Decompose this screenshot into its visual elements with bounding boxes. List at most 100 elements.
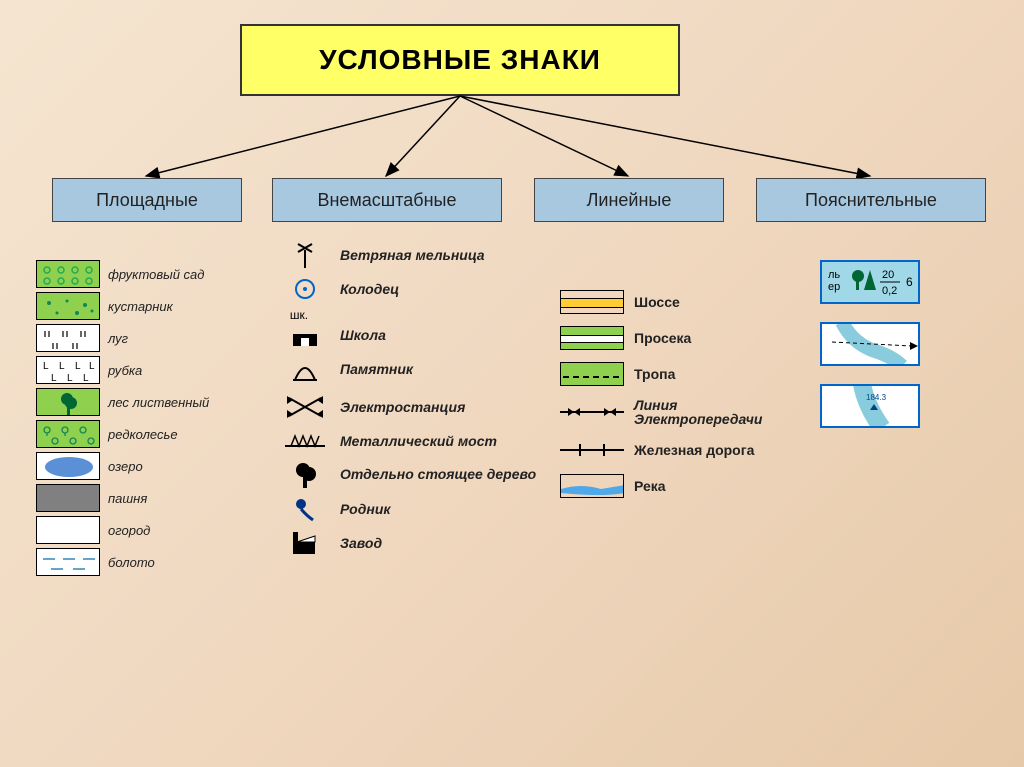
svg-text:6: 6 [906,275,913,289]
diagram-title: УСЛОВНЫЕ ЗНАКИ [240,24,680,96]
swatch-meadow [36,324,100,352]
point-row: Отдельно стоящее дерево [280,460,560,490]
svg-text:L: L [75,361,81,372]
svg-text:L: L [67,373,73,384]
explanatory-column: льер 20 0,2 6 184.3 [820,260,990,446]
line-row: Тропа [560,362,790,386]
area-label: луг [108,331,128,346]
swatch-sparse [36,420,100,448]
explanatory-map1 [820,322,920,366]
line-row: Река [560,474,790,498]
point-row: Завод [280,528,560,558]
point-row: Родник [280,494,560,524]
area-row: LLLLLLL рубка [36,356,246,384]
svg-text:20: 20 [882,269,894,281]
area-label: пашня [108,491,147,506]
point-label: Школа [340,327,386,343]
area-row: редколесье [36,420,246,448]
swatch-powerline [560,400,624,424]
swatch-bush [36,292,100,320]
swatch-orchard [36,260,100,288]
point-row: Металлический мост [280,426,560,456]
line-row: Железная дорога [560,438,790,462]
svg-text:ер: ер [828,281,840,293]
swatch-swamp [36,548,100,576]
bridge-icon [280,426,330,456]
point-column: Ветряная мельница Колодец шк. Школа Памя… [280,240,560,562]
swatch-plough [36,484,100,512]
area-row: озеро [36,452,246,480]
area-row: кустарник [36,292,246,320]
area-label: кустарник [108,299,173,314]
category-line: Линейные [534,178,724,222]
point-row: Колодец [280,274,560,304]
point-label: Электростанция [340,399,465,415]
area-label: болото [108,555,155,570]
factory-icon [280,528,330,558]
category-explanatory: Пояснительные [756,178,986,222]
area-row: фруктовый сад [36,260,246,288]
point-label: Колодец [340,281,399,297]
area-column: фруктовый сад кустарник луг LLLLLLL рубк… [36,260,246,580]
school-icon [280,320,330,350]
svg-text:L: L [83,373,89,384]
swatch-river [560,474,624,498]
line-label: Просека [634,330,691,346]
area-label: фруктовый сад [108,267,204,282]
line-column: Шоссе Просека Тропа Линия Электропередач… [560,290,790,502]
swatch-highway [560,290,624,314]
svg-text:L: L [51,373,57,384]
area-row: огород [36,516,246,544]
swatch-path [560,362,624,386]
area-label: озеро [108,459,143,474]
svg-text:L: L [59,361,65,372]
line-label: Тропа [634,366,675,382]
line-label: Линия Электропередачи [634,398,790,426]
power-icon [280,392,330,422]
swatch-forest [36,388,100,416]
point-label: Завод [340,535,382,551]
area-label: лес лиственный [108,395,209,410]
svg-text:184.3: 184.3 [866,393,887,402]
tree-icon [280,460,330,490]
line-label: Железная дорога [634,442,754,458]
explanatory-map2: 184.3 [820,384,920,428]
svg-text:ль: ль [828,269,840,281]
swatch-lake [36,452,100,480]
area-row: луг [36,324,246,352]
point-label: Металлический мост [340,433,497,449]
point-row: Школа [280,320,560,350]
swatch-railway [560,438,624,462]
swatch-garden [36,516,100,544]
explanatory-forest: льер 20 0,2 6 [820,260,920,304]
svg-text:L: L [89,361,95,372]
line-row: Шоссе [560,290,790,314]
point-row: Ветряная мельница [280,240,560,270]
line-row: Просека [560,326,790,350]
area-row: лес лиственный [36,388,246,416]
area-label: огород [108,523,150,538]
point-label: Отдельно стоящее дерево [340,467,536,482]
point-label: Ветряная мельница [340,247,485,263]
windmill-icon [280,240,330,270]
line-row: Линия Электропередачи [560,398,790,426]
well-icon [280,274,330,304]
area-row: болото [36,548,246,576]
spring-icon [280,494,330,524]
line-label: Река [634,478,666,494]
category-point: Внемасштабные [272,178,502,222]
svg-text:L: L [43,361,49,372]
monument-icon [280,354,330,384]
svg-text:0,2: 0,2 [882,285,897,297]
point-row: Электростанция [280,392,560,422]
area-row: пашня [36,484,246,512]
line-label: Шоссе [634,294,680,310]
swatch-clearing [560,326,624,350]
area-label: редколесье [108,427,178,442]
point-label: Родник [340,501,390,517]
swatch-cutting: LLLLLLL [36,356,100,384]
area-label: рубка [108,363,142,378]
category-area: Площадные [52,178,242,222]
point-row: Памятник [280,354,560,384]
point-label: Памятник [340,361,413,377]
